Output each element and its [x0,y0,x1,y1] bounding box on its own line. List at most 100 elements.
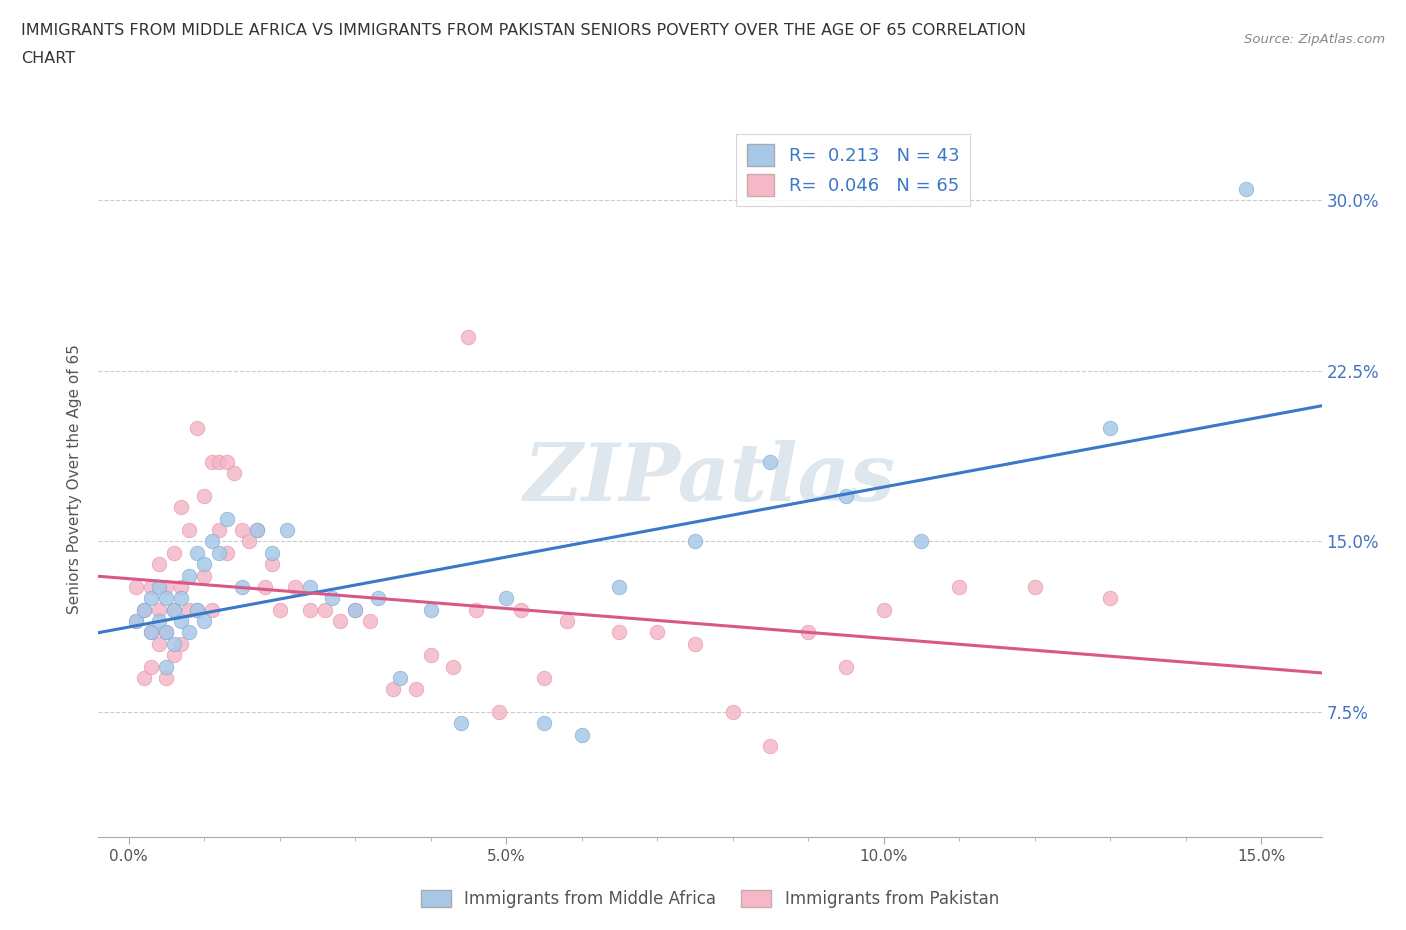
Point [163,603,186,618]
Point [344,603,367,618]
Point [298,579,321,594]
Point [208,523,231,538]
Point [193,568,215,583]
Point [555,614,578,629]
Point [193,488,215,503]
Point [141,579,163,594]
Point [835,659,858,674]
Point [177,603,200,618]
Point [186,545,208,560]
Point [193,614,215,629]
Point [141,591,163,605]
Point [201,603,224,618]
Point [1099,591,1122,605]
Point [170,500,193,515]
Point [262,545,284,560]
Point [186,420,208,435]
Point [201,455,224,470]
Y-axis label: Seniors Poverty Over the Age of 65: Seniors Poverty Over the Age of 65 [67,344,83,614]
Point [276,523,298,538]
Point [155,659,177,674]
Text: Source: ZipAtlas.com: Source: ZipAtlas.com [1244,33,1385,46]
Point [533,671,555,685]
Point [177,523,200,538]
Point [571,727,593,742]
Point [215,455,238,470]
Point [329,614,352,629]
Point [683,534,706,549]
Point [450,716,472,731]
Point [186,603,208,618]
Point [125,614,148,629]
Point [441,659,464,674]
Point [465,603,488,618]
Point [389,671,412,685]
Point [170,614,193,629]
Point [238,534,260,549]
Point [381,682,404,697]
Point [948,579,970,594]
Point [148,557,170,572]
Point [405,682,427,697]
Point [125,614,148,629]
Point [1099,420,1122,435]
Point [155,671,177,685]
Point [193,557,215,572]
Point [141,625,163,640]
Point [155,591,177,605]
Point [495,591,517,605]
Point [148,603,170,618]
Point [231,579,253,594]
Point [321,591,343,605]
Point [148,614,170,629]
Point [163,545,186,560]
Point [155,625,177,640]
Point [141,659,163,674]
Point [759,738,782,753]
Point [1024,579,1046,594]
Point [231,523,253,538]
Point [835,488,858,503]
Point [533,716,555,731]
Point [910,534,932,549]
Point [186,603,208,618]
Point [284,579,307,594]
Point [141,625,163,640]
Text: IMMIGRANTS FROM MIDDLE AFRICA VS IMMIGRANTS FROM PAKISTAN SENIORS POVERTY OVER T: IMMIGRANTS FROM MIDDLE AFRICA VS IMMIGRA… [21,23,1026,38]
Point [125,579,148,594]
Point [683,636,706,651]
Point [208,455,231,470]
Text: ZIPatlas: ZIPatlas [524,440,896,518]
Point [609,625,631,640]
Point [359,614,381,629]
Point [155,579,177,594]
Point [215,512,238,526]
Point [201,534,224,549]
Point [645,625,668,640]
Point [1234,181,1257,196]
Point [208,545,231,560]
Point [488,705,510,720]
Point [177,625,200,640]
Point [148,636,170,651]
Point [253,579,276,594]
Point [170,636,193,651]
Point [132,671,155,685]
Point [314,603,336,618]
Point [155,625,177,640]
Point [797,625,820,640]
Text: CHART: CHART [21,51,75,66]
Point [170,579,193,594]
Point [215,545,238,560]
Point [344,603,367,618]
Point [163,647,186,662]
Point [163,603,186,618]
Point [269,603,291,618]
Point [148,579,170,594]
Point [170,591,193,605]
Point [298,603,321,618]
Point [367,591,389,605]
Point [457,329,479,344]
Point [132,603,155,618]
Point [132,603,155,618]
